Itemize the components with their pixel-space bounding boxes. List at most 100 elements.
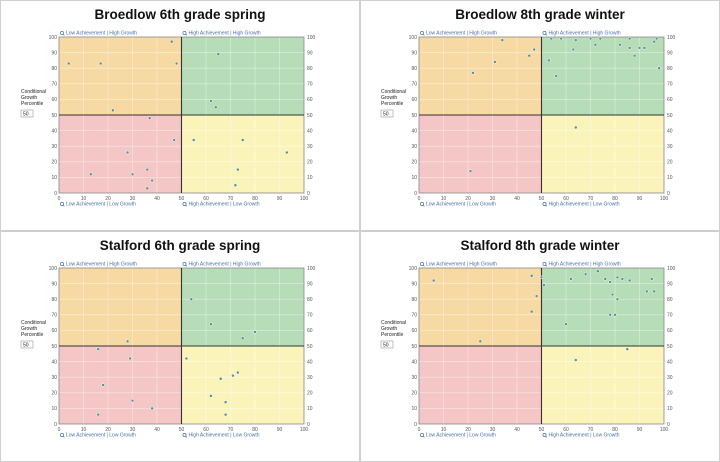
magnifier-icon-handle: [62, 33, 65, 36]
y-tick-label-left: 80: [411, 297, 417, 303]
scatter-point: [253, 330, 257, 334]
scatter-point: [231, 373, 235, 378]
y-tick-label-left: 90: [411, 50, 417, 56]
x-tick-label: 50: [179, 427, 185, 433]
y-tick-label-left: 40: [411, 128, 417, 134]
x-tick-label: 90: [637, 196, 643, 202]
y-tick-label-left: 20: [51, 391, 57, 397]
scatter-point: [598, 36, 603, 41]
y-tick-label-right: 10: [667, 406, 673, 412]
scatter-point: [169, 39, 174, 44]
y-tick-label-left: 70: [51, 313, 57, 319]
quadrant-label-top-right: High Achievement | High Growth: [549, 262, 621, 268]
y-tick-label-left: 100: [49, 35, 58, 41]
magnifier-icon: [542, 433, 547, 437]
scatter-point: [216, 52, 220, 56]
magnifier-icon: [182, 262, 187, 266]
magnifier-icon-handle: [62, 204, 65, 207]
magnifier-icon-handle: [545, 264, 548, 267]
x-tick-label: 30: [130, 196, 136, 202]
x-tick-label: 40: [154, 427, 160, 433]
scatter-point: [627, 46, 632, 50]
y-tick-label-left: 70: [411, 313, 417, 319]
quadrant-low-achievement-high-growth: [419, 37, 542, 115]
scatter-point: [652, 39, 656, 44]
y-tick-label-right: 70: [307, 82, 313, 88]
scatter-point: [588, 36, 593, 41]
side-label-line: Growth: [21, 95, 37, 101]
scatter-point: [471, 71, 475, 75]
y-tick-label-right: 100: [307, 35, 316, 41]
quadrant-high-achievement-high-growth: [181, 37, 304, 115]
magnifier-icon-handle: [185, 435, 188, 438]
magnifier-icon-handle: [185, 33, 188, 36]
percentile-input-value: 50: [383, 342, 389, 348]
chart-panel-2: Broedlow 8th grade winter 0 10 20 30 40 50 60 7…: [360, 0, 720, 231]
scatter-point: [223, 412, 228, 417]
quadrant-low-achievement-low-growth: [59, 346, 182, 424]
x-tick-label: 70: [588, 427, 594, 433]
y-tick-label-left: 50: [51, 113, 57, 119]
x-tick-label: 30: [490, 427, 496, 433]
y-tick-label-left: 90: [51, 281, 57, 287]
y-tick-label-left: 50: [411, 344, 417, 350]
x-tick-label: 0: [418, 196, 421, 202]
y-tick-label-right: 30: [667, 375, 673, 381]
y-tick-label-right: 70: [307, 313, 313, 319]
side-label-line: Conditional: [21, 320, 46, 326]
y-tick-label-right: 40: [667, 359, 673, 365]
scatter-point: [547, 58, 551, 63]
x-tick-label: 20: [465, 196, 471, 202]
scatter-point: [529, 274, 534, 278]
quadrant-high-achievement-high-growth: [181, 268, 304, 346]
x-tick-label: 0: [58, 427, 61, 433]
scatter-point: [241, 138, 245, 142]
scatter-point: [285, 150, 289, 155]
quadrant-label-bottom-left: Low Achievement | Low Growth: [66, 202, 136, 208]
scatter-point: [603, 277, 607, 281]
scatter-point: [184, 356, 189, 361]
scatter-point: [67, 61, 71, 66]
scatter-point: [654, 36, 659, 41]
scatter-point: [111, 108, 115, 113]
x-tick-label: 20: [465, 427, 471, 433]
scatter-point: [101, 383, 105, 387]
percentile-input-box: [380, 109, 394, 118]
y-tick-label-right: 70: [667, 313, 673, 319]
side-label-line: Percentile: [381, 101, 403, 107]
side-label-line: Conditional: [381, 320, 406, 326]
y-tick-label-right: 20: [307, 391, 313, 397]
side-label-line: Growth: [381, 326, 397, 332]
x-tick-label: 100: [660, 196, 669, 202]
scatter-point: [209, 394, 213, 398]
y-tick-label-left: 10: [411, 406, 417, 412]
scatter-point: [615, 297, 620, 301]
scatter-point: [214, 105, 218, 109]
magnifier-icon-handle: [185, 264, 188, 267]
y-tick-label-left: 50: [411, 113, 417, 119]
scatter-point: [89, 172, 93, 177]
x-tick-label: 80: [612, 196, 618, 202]
y-tick-label-right: 30: [307, 375, 313, 381]
y-tick-label-left: 30: [51, 144, 57, 150]
quadrant-label-top-right: High Achievement | High Growth: [189, 31, 261, 37]
magnifier-icon: [420, 31, 424, 35]
magnifier-icon-handle: [545, 204, 548, 207]
y-tick-label-right: 30: [667, 144, 673, 150]
x-tick-label: 10: [81, 196, 87, 202]
side-label-line: Percentile: [381, 332, 403, 338]
scatter-point: [189, 297, 194, 301]
side-label-line: Percentile: [21, 101, 43, 107]
y-tick-label-left: 10: [51, 175, 57, 181]
y-tick-label-right: 60: [667, 97, 673, 103]
side-label-line: Growth: [381, 95, 397, 101]
quadrant-low-achievement-low-growth: [419, 115, 542, 193]
chart-panel-1: Broedlow 6th grade spring 0 10 20 30 40 50 60 7…: [0, 0, 360, 231]
scatter-point: [610, 292, 615, 297]
y-tick-label-left: 0: [414, 422, 417, 428]
side-label-line: Percentile: [21, 332, 43, 338]
y-tick-label-right: 0: [307, 422, 310, 428]
scatter-point: [172, 138, 176, 142]
x-tick-label: 60: [563, 196, 569, 202]
